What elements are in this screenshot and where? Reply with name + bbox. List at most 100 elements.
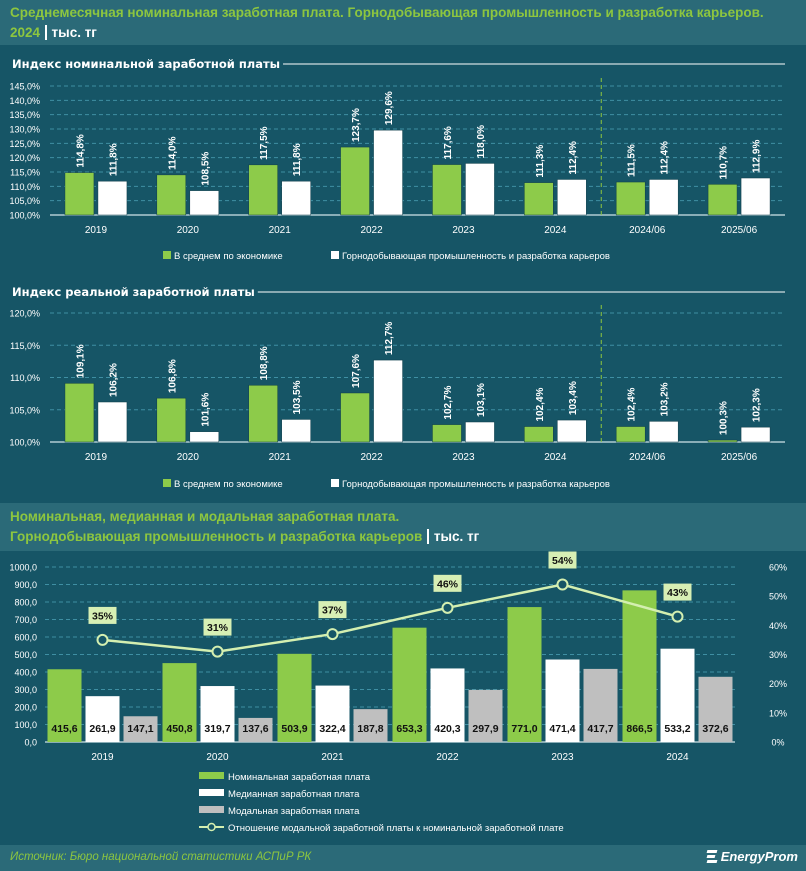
bar-mining <box>648 179 679 216</box>
data-label: 415,6 <box>51 723 77 735</box>
y2-tick-label: 60% <box>769 563 787 573</box>
bar-economy <box>432 164 462 216</box>
bar-modal <box>468 689 503 742</box>
bar-modal <box>238 717 273 742</box>
x-tick-label: 2023 <box>551 752 574 763</box>
y-tick-label: 0,0 <box>24 738 37 748</box>
legend-label-modal: Модальная заработная плата <box>228 806 360 817</box>
y-tick-label: 145,0% <box>9 82 40 92</box>
bar-economy <box>248 164 278 216</box>
header2-subtitle: Горнодобывающая промышленность и разрабо… <box>0 527 806 547</box>
y-tick-label: 120,0% <box>9 153 40 163</box>
x-tick-label: 2020 <box>206 752 229 763</box>
x-tick-label: 2024/06 <box>629 225 666 236</box>
data-label: 103,1% <box>476 383 487 417</box>
bar-economy <box>156 174 187 216</box>
x-tick-label: 2025/06 <box>721 225 758 236</box>
y-tick-label: 400,0 <box>14 668 37 678</box>
legend-swatch-ratio-marker <box>207 822 216 832</box>
bar-mining <box>189 190 220 216</box>
chart-title: Индекс реальной заработной платы <box>12 285 255 299</box>
x-tick-label: 2022 <box>436 752 459 763</box>
data-label: 112,4% <box>660 141 671 174</box>
y-tick-label: 600,0 <box>14 633 37 643</box>
ratio-label-box <box>203 618 232 636</box>
y-tick-label: 110,0% <box>10 373 40 383</box>
legend-swatch-economy <box>163 251 171 259</box>
y-tick-label: 110,0% <box>10 182 40 192</box>
y-tick-label: 900,0 <box>14 580 37 590</box>
data-label: 103,2% <box>660 382 671 416</box>
data-label: 372,6 <box>702 723 728 735</box>
ratio-label-box <box>548 551 577 569</box>
data-label: 420,3 <box>434 723 460 735</box>
data-label: 107,6% <box>351 354 362 388</box>
ratio-marker <box>326 628 339 641</box>
bar-nominal <box>162 663 197 742</box>
y-tick-label: 100,0% <box>9 211 40 221</box>
data-label: 112,7% <box>384 322 395 355</box>
bar-mining <box>557 419 587 443</box>
data-label: 322,4 <box>319 723 345 735</box>
bar-mining <box>373 359 403 443</box>
bar-median <box>315 685 350 742</box>
legend-swatch-mining <box>331 251 339 259</box>
y-tick-label: 1000,0 <box>9 563 37 573</box>
ratio-label: 54% <box>552 555 574 567</box>
data-label: 114,8% <box>75 134 86 167</box>
data-label: 771,0 <box>511 723 537 735</box>
data-label: 866,5 <box>626 723 652 735</box>
header-unit: тыс. тг <box>51 25 97 40</box>
data-label: 129,6% <box>384 91 395 125</box>
header2-title-line1: Номинальная, медианная и модальная зараб… <box>10 509 400 524</box>
y-tick-label: 115,0% <box>10 168 40 178</box>
y2-tick-label: 0% <box>771 738 784 748</box>
header2-title-line2: Горнодобывающая промышленность и разрабо… <box>10 529 423 544</box>
y-tick-label: 100,0% <box>9 438 40 448</box>
bar-economy <box>524 182 554 216</box>
bar-nominal <box>622 590 657 742</box>
legend-swatch-economy <box>163 479 171 487</box>
data-label: 533,2 <box>664 723 690 735</box>
ratio-label: 37% <box>322 605 344 617</box>
bar-economy <box>64 172 95 216</box>
header2-unit: тыс. тг <box>433 529 480 544</box>
x-tick-label: 2019 <box>91 752 114 763</box>
bar-modal <box>123 716 158 742</box>
legend-label-mining: Горнодобывающая промышленность и разрабо… <box>342 251 610 262</box>
data-label: 117,6% <box>443 126 454 159</box>
y-tick-label: 105,0% <box>9 405 40 415</box>
legend-label-economy: В среднем по экономике <box>174 251 283 262</box>
data-label: 450,8 <box>166 723 192 735</box>
data-label: 100,3% <box>719 401 730 435</box>
data-label: 101,6% <box>200 393 211 427</box>
data-label: 103,5% <box>292 380 303 414</box>
x-tick-label: 2024/06 <box>629 452 666 463</box>
bar-median <box>85 696 120 742</box>
ratio-marker <box>211 645 224 658</box>
y2-tick-label: 10% <box>769 708 787 718</box>
bar-mining <box>648 421 679 443</box>
ratio-marker <box>441 601 454 614</box>
y-tick-label: 105,0% <box>9 196 40 206</box>
divider <box>45 25 47 40</box>
legend-label-mining: Горнодобывающая промышленность и разрабо… <box>342 479 610 490</box>
ratio-marker <box>671 610 684 623</box>
x-tick-label: 2021 <box>321 752 344 763</box>
legend-label-median: Медианная заработная плата <box>228 789 360 800</box>
y-tick-label: 800,0 <box>14 598 37 608</box>
bar-mining <box>281 419 311 443</box>
data-label: 111,5% <box>627 144 638 177</box>
ratio-label: 43% <box>667 587 689 599</box>
y-tick-label: 200,0 <box>14 703 37 713</box>
header-subtitle: 2024 тыс. тг <box>0 23 806 43</box>
wage-levels-chart: 0,0 100,0 200,0 300,0 400,0 500,0 600,0 700,0 80… <box>9 551 787 834</box>
data-label: 103,4% <box>568 381 579 415</box>
ratio-label-box <box>433 574 462 592</box>
y2-tick-label: 20% <box>769 679 787 689</box>
bar-economy <box>524 426 554 443</box>
x-tick-label: 2023 <box>452 225 475 236</box>
bar-mining <box>373 129 403 216</box>
data-label: 123,7% <box>351 108 362 142</box>
bar-mining <box>557 179 587 216</box>
